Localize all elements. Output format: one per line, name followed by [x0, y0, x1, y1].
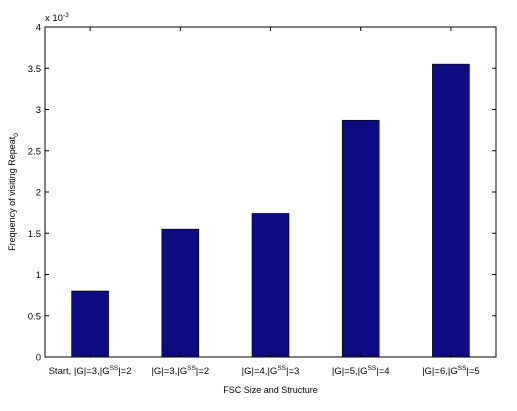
x-tick-label-tail: |=2 [118, 366, 131, 377]
x-tick-label: |G|=3,|GSS|=2 [151, 365, 209, 377]
y-tick-label: 3.5 [28, 64, 41, 75]
x-tick-label-superscript: SS [187, 365, 196, 372]
x-ticks-group: Start, |G|=3,|GSS|=2 |G|=3,|GSS|=2 |G|=4,|… [49, 27, 480, 377]
x-tick-label-superscript: SS [110, 365, 119, 372]
bar-1 [71, 290, 109, 358]
y-axis-label-base: Frequency of visiting Repeat [7, 136, 17, 251]
y-axis-label: Frequency of visiting Repeat0 [7, 133, 20, 251]
x-tick-label-base: |G|=6,|G [422, 366, 458, 377]
x-tick-label-superscript: SS [368, 365, 377, 372]
x-tick-label-superscript: SS [458, 365, 467, 372]
y-axis-multiplier: x 10-3 [45, 12, 69, 24]
x-tick-label-superscript: SS [277, 365, 286, 372]
y-tick-label: 4 [36, 23, 41, 34]
x-tick-label: Start, |G|=3,|GSS|=2 [49, 365, 132, 377]
y-ticks-group: 0 0.5 1 1.5 2 2.5 3 3.5 4 [28, 23, 496, 364]
y-tick-label: 3 [36, 105, 41, 116]
bar-3 [251, 213, 290, 358]
bar-2 [161, 228, 200, 358]
y-multiplier-base: x 10 [45, 13, 63, 24]
y-multiplier-exponent: -3 [63, 12, 69, 19]
x-tick-label-tail: |=2 [196, 366, 209, 377]
x-tick-label-tail: |=4 [376, 366, 389, 377]
y-tick-label: 1 [36, 270, 41, 281]
x-tick-label-base: |G|=5,|G [332, 366, 368, 377]
bar-4 [341, 119, 380, 358]
x-tick-label: |G|=4,|GSS|=3 [242, 365, 300, 377]
x-axis-label: FSC Size and Structure [223, 385, 318, 395]
bar-5 [432, 63, 470, 358]
bars-group [71, 63, 470, 358]
x-tick-label-base: |G|=3,|G [151, 366, 187, 377]
y-tick-label: 1.5 [28, 229, 41, 240]
y-axis-label-subscript: 0 [13, 133, 20, 137]
x-tick-label-base: Start, |G|=3,|G [49, 366, 110, 377]
x-tick-label-tail: |=3 [286, 366, 299, 377]
y-tick-label: 0 [36, 353, 41, 364]
x-tick-label-base: |G|=4,|G [242, 366, 278, 377]
x-tick-label: |G|=6,|GSS|=5 [422, 365, 480, 377]
y-tick-label: 0.5 [28, 311, 41, 322]
x-tick-label: |G|=5,|GSS|=4 [332, 365, 390, 377]
y-tick-label: 2.5 [28, 146, 41, 157]
x-tick-label-tail: |=5 [466, 366, 479, 377]
y-tick-label: 2 [36, 188, 41, 199]
